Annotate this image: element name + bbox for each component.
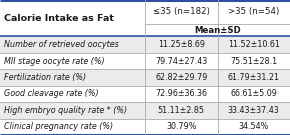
Text: 79.74±27.43: 79.74±27.43 bbox=[155, 57, 207, 66]
Text: Good cleavage rate (%): Good cleavage rate (%) bbox=[4, 89, 99, 98]
Text: 34.54%: 34.54% bbox=[239, 122, 269, 131]
Text: Calorie Intake as Fat: Calorie Intake as Fat bbox=[4, 14, 114, 23]
Text: 11.25±8.69: 11.25±8.69 bbox=[158, 40, 205, 49]
Bar bbox=[0, 69, 290, 86]
Text: >35 (n=54): >35 (n=54) bbox=[228, 7, 279, 16]
Text: Clinical pregnancy rate (%): Clinical pregnancy rate (%) bbox=[4, 122, 113, 131]
Text: Number of retrieved oocytes: Number of retrieved oocytes bbox=[4, 40, 119, 49]
Text: 72.96±36.36: 72.96±36.36 bbox=[155, 89, 207, 98]
Text: ≤35 (n=182): ≤35 (n=182) bbox=[153, 7, 210, 16]
Text: High embryo quality rate * (%): High embryo quality rate * (%) bbox=[4, 106, 128, 115]
Bar bbox=[0, 36, 290, 53]
Text: 30.79%: 30.79% bbox=[166, 122, 197, 131]
Text: 11.52±10.61: 11.52±10.61 bbox=[228, 40, 280, 49]
Text: 33.43±37.43: 33.43±37.43 bbox=[228, 106, 280, 115]
Text: 62.82±29.79: 62.82±29.79 bbox=[155, 73, 207, 82]
Text: 75.51±28.1: 75.51±28.1 bbox=[230, 57, 277, 66]
Bar bbox=[0, 119, 290, 135]
Text: 66.61±5.09: 66.61±5.09 bbox=[230, 89, 277, 98]
Text: 61.79±31.21: 61.79±31.21 bbox=[228, 73, 280, 82]
Bar bbox=[0, 0, 290, 36]
Bar bbox=[0, 86, 290, 102]
Text: 51.11±2.85: 51.11±2.85 bbox=[158, 106, 205, 115]
Text: MII stage oocyte rate (%): MII stage oocyte rate (%) bbox=[4, 57, 105, 66]
Text: Fertilization rate (%): Fertilization rate (%) bbox=[4, 73, 86, 82]
Bar bbox=[0, 53, 290, 69]
Text: Mean±SD: Mean±SD bbox=[194, 26, 241, 35]
Bar bbox=[0, 102, 290, 119]
